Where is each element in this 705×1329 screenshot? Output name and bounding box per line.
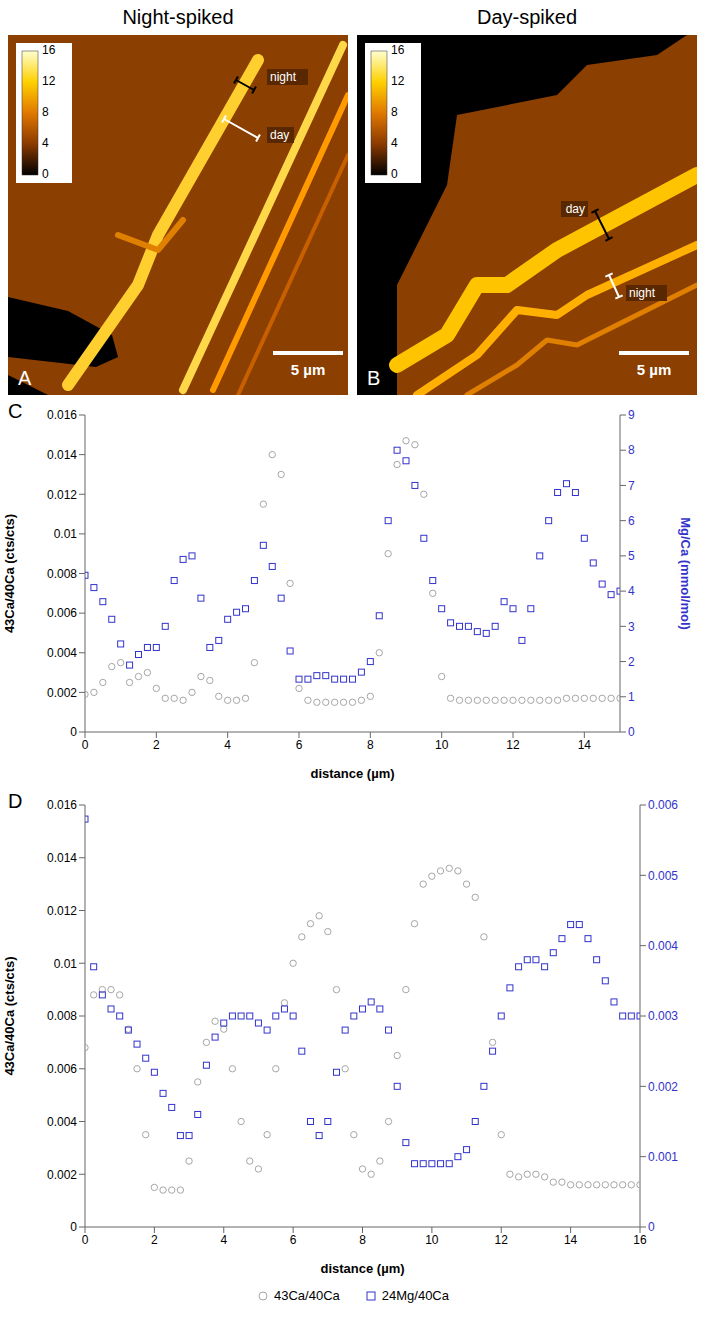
svg-text:12: 12 <box>42 74 56 88</box>
svg-text:4: 4 <box>220 1233 227 1247</box>
svg-text:4: 4 <box>391 136 398 150</box>
svg-text:43Ca/40Ca (cts/cts): 43Ca/40Ca (cts/cts) <box>2 956 17 1075</box>
svg-text:0.01: 0.01 <box>54 957 78 971</box>
html-text:24Mg/40Ca: 24Mg/40Ca <box>381 1288 449 1303</box>
svg-text:0.002: 0.002 <box>47 686 77 700</box>
svg-text:1: 1 <box>628 690 635 704</box>
svg-text:8: 8 <box>391 105 398 119</box>
svg-text:6: 6 <box>296 738 303 752</box>
svg-text:0.014: 0.014 <box>47 448 77 462</box>
svg-text:4: 4 <box>628 584 635 598</box>
svg-text:8: 8 <box>359 1233 366 1247</box>
svg-text:4: 4 <box>224 738 231 752</box>
svg-text:night: night <box>629 286 656 300</box>
svg-text:0.004: 0.004 <box>47 1115 77 1129</box>
svg-text:12: 12 <box>495 1233 509 1247</box>
svg-text:day: day <box>566 202 585 216</box>
svg-text:0.004: 0.004 <box>648 939 678 953</box>
svg-text:0.008: 0.008 <box>47 1009 77 1023</box>
html-text:43Ca/40Ca: 43Ca/40Ca <box>274 1288 340 1303</box>
svg-text:14: 14 <box>564 1233 578 1247</box>
svg-text:0.012: 0.012 <box>47 488 77 502</box>
svg-text:5 µm: 5 µm <box>637 361 672 378</box>
svg-text:6: 6 <box>290 1233 297 1247</box>
svg-text:0.006: 0.006 <box>47 1062 77 1076</box>
svg-text:7: 7 <box>628 479 635 493</box>
svg-text:0: 0 <box>42 167 49 181</box>
svg-text:0: 0 <box>391 167 398 181</box>
svg-text:0: 0 <box>70 725 77 739</box>
svg-text:0.008: 0.008 <box>47 567 77 581</box>
svg-text:16: 16 <box>633 1233 647 1247</box>
svg-text:14: 14 <box>578 738 592 752</box>
html-text:Night-spiked: Night-spiked <box>122 6 234 28</box>
svg-text:12: 12 <box>506 738 520 752</box>
svg-text:0: 0 <box>648 1220 655 1234</box>
svg-text:day: day <box>270 128 289 142</box>
svg-text:A: A <box>18 367 32 389</box>
svg-text:0.006: 0.006 <box>648 798 678 812</box>
svg-text:0.004: 0.004 <box>47 646 77 660</box>
svg-text:16: 16 <box>391 43 405 57</box>
svg-text:0.005: 0.005 <box>648 869 678 883</box>
svg-text:5 µm: 5 µm <box>291 361 326 378</box>
svg-text:2: 2 <box>628 655 635 669</box>
svg-text:night: night <box>270 70 297 84</box>
svg-text:8: 8 <box>628 443 635 457</box>
svg-text:0.002: 0.002 <box>47 1168 77 1182</box>
svg-text:0: 0 <box>628 725 635 739</box>
svg-text:0: 0 <box>70 1220 77 1234</box>
svg-text:0.002: 0.002 <box>648 1080 678 1094</box>
svg-text:0.016: 0.016 <box>47 798 77 812</box>
svg-text:4: 4 <box>42 136 49 150</box>
svg-text:0.016: 0.016 <box>47 408 77 422</box>
svg-text:distance (µm): distance (µm) <box>310 766 394 781</box>
svg-text:0: 0 <box>82 738 89 752</box>
svg-text:16: 16 <box>42 43 56 57</box>
html-text:D: D <box>8 790 23 812</box>
svg-text:0.014: 0.014 <box>47 851 77 865</box>
svg-text:9: 9 <box>628 408 635 422</box>
svg-text:0.006: 0.006 <box>47 606 77 620</box>
svg-text:2: 2 <box>153 738 160 752</box>
svg-text:6: 6 <box>628 514 635 528</box>
svg-text:8: 8 <box>42 105 49 119</box>
svg-text:8: 8 <box>367 738 374 752</box>
svg-text:distance (µm): distance (µm) <box>320 1261 404 1276</box>
svg-text:43Ca/40Ca (cts/cts): 43Ca/40Ca (cts/cts) <box>2 514 17 633</box>
html-text:C: C <box>8 400 23 422</box>
svg-text:Mg/Ca (mmol/mol): Mg/Ca (mmol/mol) <box>678 517 693 630</box>
html-text:Day-spiked: Day-spiked <box>477 6 577 28</box>
svg-text:3: 3 <box>628 620 635 634</box>
svg-text:0.001: 0.001 <box>648 1150 678 1164</box>
svg-text:12: 12 <box>391 74 405 88</box>
svg-text:0.012: 0.012 <box>47 904 77 918</box>
svg-text:5: 5 <box>628 549 635 563</box>
svg-text:0.003: 0.003 <box>648 1009 678 1023</box>
svg-text:10: 10 <box>435 738 449 752</box>
svg-text:2: 2 <box>151 1233 158 1247</box>
svg-text:B: B <box>367 367 380 389</box>
svg-text:0.01: 0.01 <box>54 527 78 541</box>
svg-text:0: 0 <box>82 1233 89 1247</box>
svg-text:10: 10 <box>425 1233 439 1247</box>
